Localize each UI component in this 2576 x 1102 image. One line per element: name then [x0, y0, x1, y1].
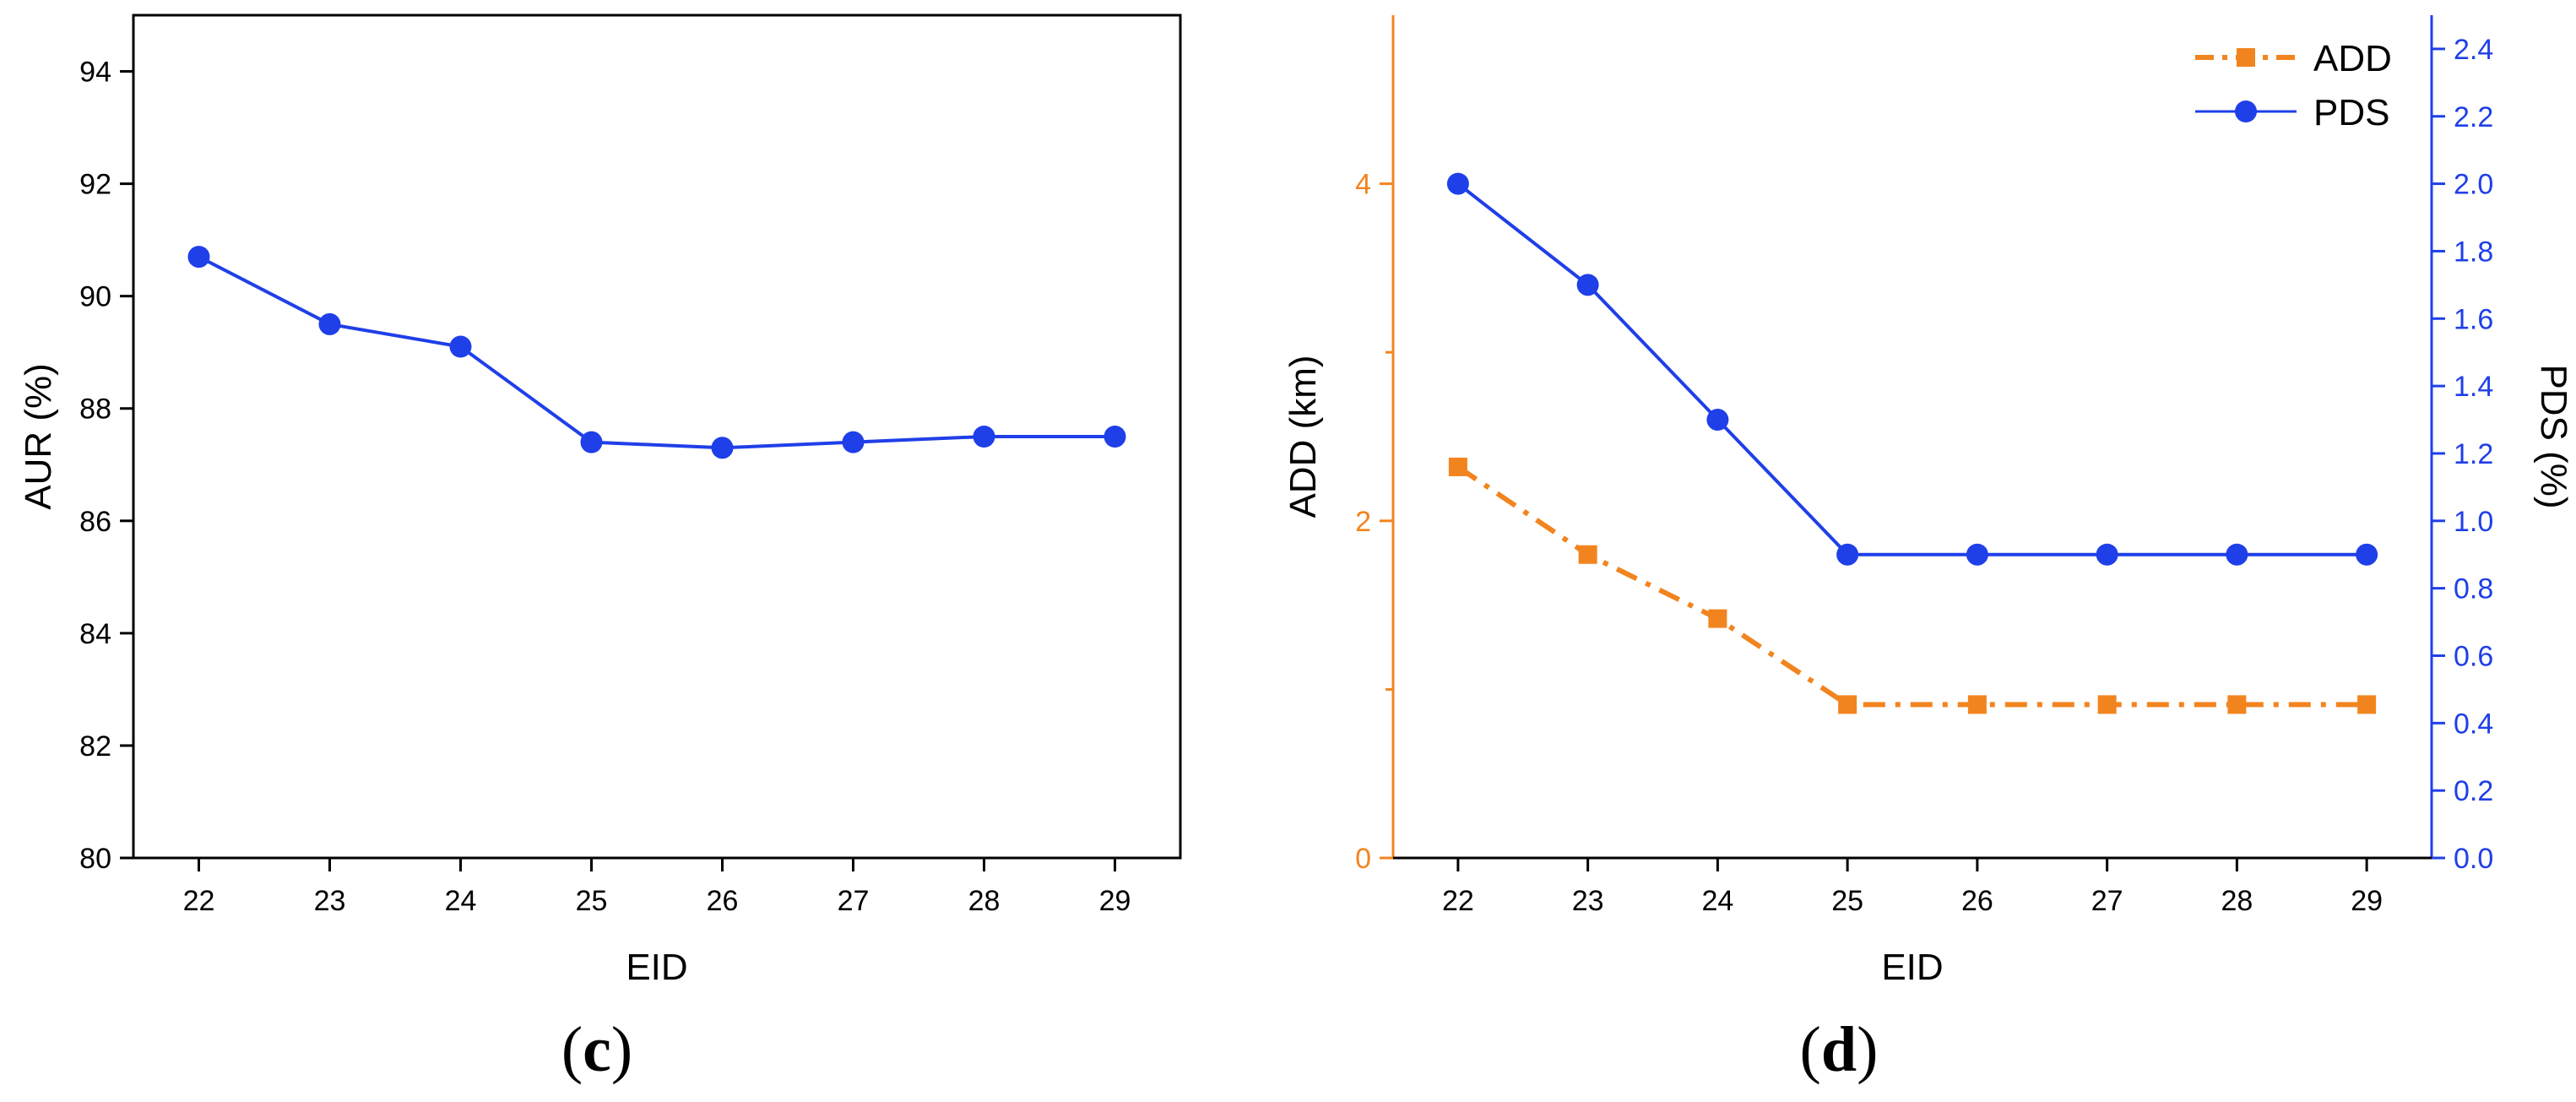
d-series-add-point: [1578, 545, 1597, 564]
d-y2-tick-label: 1.0: [2454, 506, 2493, 538]
c-series-aur-point: [187, 246, 210, 269]
d-series-pds-point: [2226, 543, 2248, 566]
d-series-add-point: [2227, 695, 2247, 714]
d-y2-tick-label: 1.4: [2454, 371, 2493, 403]
panel-label-d-letter: d: [1821, 1014, 1857, 1085]
d-y2-tick-label: 0.2: [2454, 775, 2493, 807]
d-y-axis-title: ADD (km): [1283, 355, 1324, 518]
legend-label-add: ADD: [2313, 38, 2392, 79]
c-series-layer: [187, 246, 1126, 459]
d-x-tick-label: 26: [1961, 885, 1993, 917]
panel-label-d-close: ): [1857, 1014, 1878, 1085]
c-series-aur-line: [198, 255, 1115, 450]
d-y-tick-label: 2: [1355, 506, 1371, 538]
d-series-add-point: [2097, 695, 2117, 714]
chart-panel-c: 22 23 24 25 26 27 28 29 80 82 84 86 88 90 92 94 AUR (%)…: [18, 14, 1182, 1085]
d-series-pds-point: [1446, 172, 1469, 195]
c-y-tick-label: 94: [79, 57, 111, 89]
d-series-add-point: [1448, 457, 1467, 476]
d-y2-tick-label: 2.4: [2454, 34, 2493, 66]
d-y2-tick-label: 0.0: [2454, 843, 2493, 875]
c-y-axis-title: AUR (%): [18, 363, 59, 510]
d-y2-tick-label: 0.8: [2454, 573, 2493, 605]
c-x-tick-label: 25: [576, 885, 608, 917]
d-y2-tick-label: 0.4: [2454, 708, 2493, 740]
d-series-add-point: [2357, 695, 2377, 714]
d-series-pds-point: [1836, 543, 1859, 566]
c-x-tick-label: 29: [1099, 885, 1131, 917]
d-x-tick-label: 28: [2221, 885, 2253, 917]
d-x-tick-label: 22: [1442, 885, 1474, 917]
panel-label-c-letter: c: [583, 1014, 611, 1085]
d-series-pds-line: [1456, 182, 2367, 556]
d-series-add-point: [1708, 609, 1727, 628]
d-x-tick-label: 27: [2091, 885, 2123, 917]
c-series-aur-point: [842, 431, 865, 453]
d-series-pds-point: [2356, 543, 2378, 566]
d-series-pds-point: [2096, 543, 2118, 566]
d-series-pds-point: [1576, 274, 1599, 296]
panel-label-c-close: ): [611, 1014, 632, 1085]
panel-label-c-open: (: [561, 1014, 583, 1085]
d-y2-tick-label: 1.6: [2454, 303, 2493, 335]
c-y-tick-label: 86: [79, 506, 111, 538]
c-series-aur-point: [318, 312, 341, 335]
d-series-add-point: [1967, 695, 1987, 714]
c-series-aur-point: [711, 437, 734, 459]
d-x-axis-title: EID: [1881, 947, 1943, 988]
d-y-tick-label: 4: [1355, 169, 1371, 201]
d-y2-tick-label: 0.6: [2454, 640, 2493, 672]
c-series-aur-point: [449, 335, 472, 358]
d-y2-tick-label: 2.2: [2454, 101, 2493, 133]
legend-marker-pds: [2235, 100, 2257, 122]
c-series-aur-point: [580, 431, 603, 453]
panel-label-c: (c): [561, 1014, 632, 1085]
chart-panel-d: 22 23 24 25 26 27 28 290240.00.20.40.60.81.01.2…: [1283, 15, 2574, 1085]
c-x-axis-title: EID: [626, 947, 687, 988]
d-series-add-line: [1456, 464, 2367, 708]
c-x-tick-label: 24: [445, 885, 477, 917]
legend-marker-add: [2237, 48, 2255, 67]
c-series-aur-point: [1104, 426, 1126, 448]
c-x-tick-label: 23: [314, 885, 346, 917]
c-x-tick-label: 26: [707, 885, 739, 917]
c-x-tick-label: 27: [838, 885, 870, 917]
d-series-pds-point: [1966, 543, 1988, 566]
d-x-tick-label: 29: [2351, 885, 2383, 917]
d-plot-frame: [1391, 15, 2433, 860]
panel-label-d: (d): [1800, 1014, 1879, 1085]
c-y-tick-label: 92: [79, 169, 111, 201]
c-plot-frame: [132, 14, 1182, 860]
c-y-tick-label: 88: [79, 394, 111, 426]
d-series-layer: [1446, 172, 2378, 714]
d-y2-tick-label: 1.8: [2454, 236, 2493, 268]
d-y-tick-label: 0: [1355, 843, 1371, 875]
legend-label-pds: PDS: [2313, 92, 2389, 133]
d-legend: ADD PDS: [2195, 38, 2392, 133]
c-y-tick-label: 90: [79, 281, 111, 313]
d-axis-ticks: 22 23 24 25 26 27 28 290240.00.20.40.60.81.01.2…: [1355, 34, 2493, 917]
c-y-tick-label: 80: [79, 843, 111, 875]
d-y2-tick-label: 1.2: [2454, 438, 2493, 470]
c-x-tick-label: 22: [183, 885, 215, 917]
c-x-tick-label: 28: [968, 885, 1001, 917]
c-axis-ticks: 22 23 24 25 26 27 28 29 80 82 84 86 88 90 92 94: [79, 57, 1131, 917]
d-x-tick-label: 24: [1701, 885, 1733, 917]
d-series-add-point: [1838, 695, 1857, 714]
c-y-tick-label: 84: [79, 618, 111, 650]
panel-label-d-open: (: [1800, 1014, 1821, 1085]
d-y2-tick-label: 2.0: [2454, 169, 2493, 201]
c-series-aur-point: [973, 426, 995, 448]
d-x-tick-label: 23: [1572, 885, 1604, 917]
d-x-tick-label: 25: [1831, 885, 1863, 917]
c-y-tick-label: 82: [79, 730, 111, 763]
d-series-pds-point: [1706, 409, 1729, 432]
d-y2-axis-title: PDS (%): [2533, 364, 2574, 508]
